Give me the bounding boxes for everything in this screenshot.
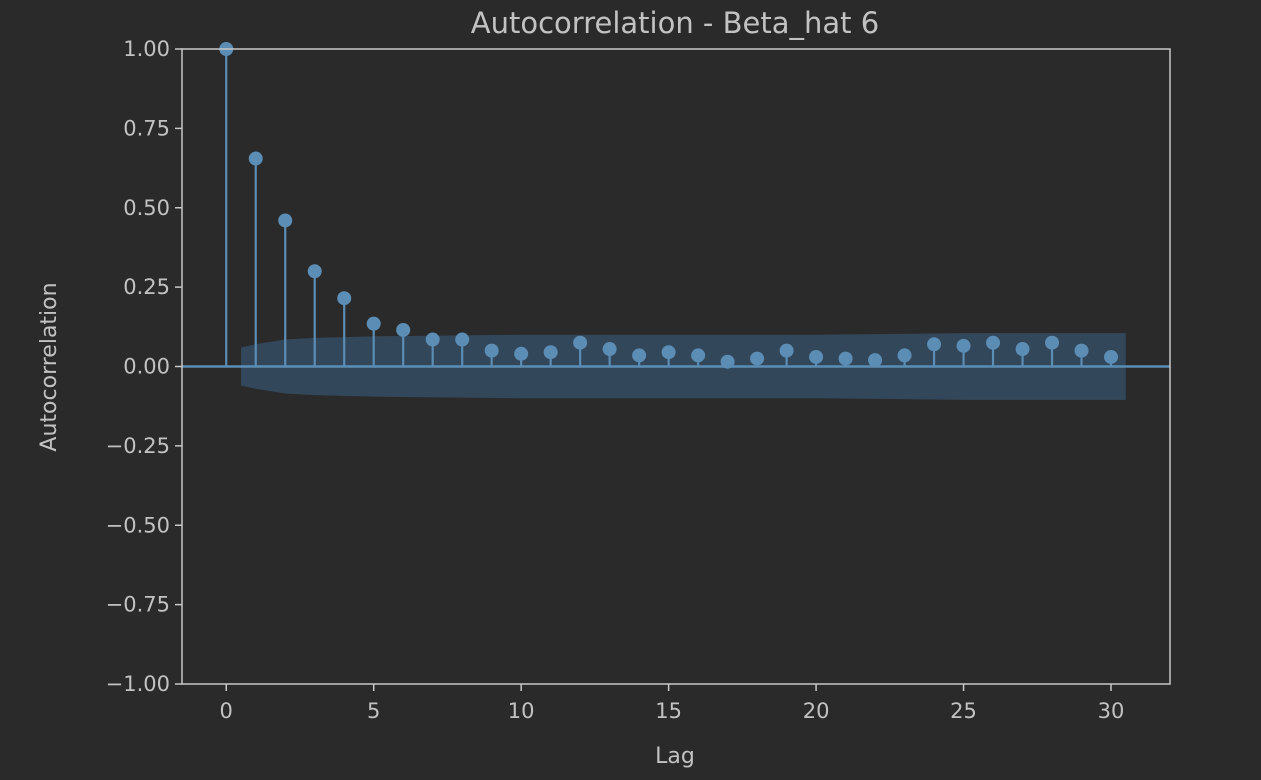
- y-tick-label: 0.00: [123, 355, 170, 379]
- tick-layer: 0 5 10 15 20 25 30 1.00 0.75 0.50 0.25 0.00 −0.25 −0.…: [106, 37, 1125, 723]
- acf-point: [838, 351, 853, 366]
- y-tick-label: 0.75: [123, 116, 170, 140]
- acf-point: [868, 353, 883, 368]
- acf-point: [307, 264, 322, 279]
- y-tick-label: −0.25: [106, 434, 170, 458]
- acf-point: [543, 345, 558, 360]
- acf-point: [691, 348, 706, 363]
- acf-point: [1045, 335, 1060, 350]
- y-tick-label: −1.00: [106, 672, 170, 696]
- chart-title: Autocorrelation - Beta_hat 6: [471, 6, 879, 40]
- y-tick-label: 0.50: [123, 196, 170, 220]
- acf-point: [809, 349, 824, 364]
- x-tick-label: 20: [803, 699, 830, 723]
- x-tick-label: 15: [655, 699, 682, 723]
- acf-point: [779, 343, 794, 358]
- acf-point: [396, 322, 411, 337]
- x-tick-label: 30: [1098, 699, 1125, 723]
- acf-point: [1074, 343, 1089, 358]
- acf-point: [602, 342, 617, 357]
- acf-point: [750, 351, 765, 366]
- acf-point: [484, 343, 499, 358]
- y-tick-label: 0.25: [123, 275, 170, 299]
- acf-point: [1104, 349, 1119, 364]
- acf-point: [661, 345, 676, 360]
- stem-layer: [182, 42, 1170, 369]
- acf-point: [573, 335, 588, 350]
- y-axis-label: Autocorrelation: [37, 282, 62, 451]
- x-axis-label: Lag: [655, 744, 695, 769]
- acf-point: [986, 335, 1001, 350]
- acf-point: [1015, 342, 1030, 357]
- acf-point: [956, 338, 971, 353]
- x-tick-label: 0: [220, 699, 233, 723]
- acf-point: [897, 348, 912, 363]
- acf-point: [337, 291, 352, 306]
- acf-point: [425, 332, 440, 347]
- acf-point: [927, 337, 942, 352]
- y-tick-label: −0.50: [106, 513, 170, 537]
- y-tick-label: 1.00: [123, 37, 170, 61]
- y-tick-label: −0.75: [106, 593, 170, 617]
- acf-point: [248, 151, 263, 166]
- acf-point: [366, 316, 381, 331]
- acf-point: [514, 346, 529, 361]
- acf-point: [278, 213, 293, 228]
- x-tick-label: 10: [508, 699, 535, 723]
- acf-point: [632, 348, 647, 363]
- x-tick-label: 5: [367, 699, 380, 723]
- acf-point: [455, 332, 470, 347]
- acf-point: [720, 354, 735, 369]
- x-tick-label: 25: [950, 699, 977, 723]
